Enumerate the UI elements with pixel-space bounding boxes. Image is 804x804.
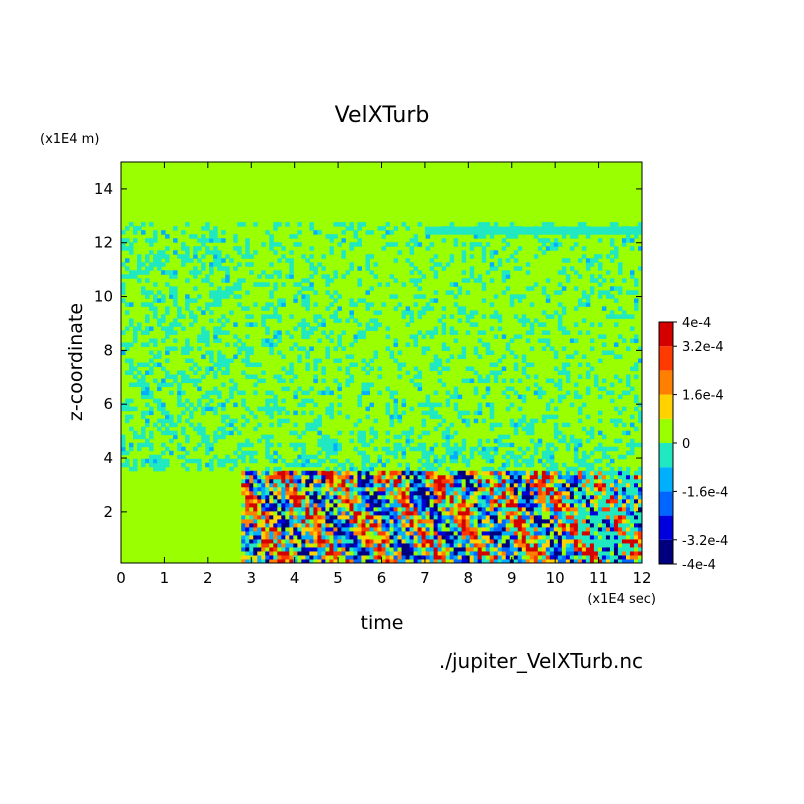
- y-tick-label: 8: [103, 341, 113, 359]
- x-tick-label: 3: [246, 569, 256, 587]
- colorbar-segment: [659, 322, 673, 347]
- x-tick-label: 8: [464, 569, 474, 587]
- y-tick-label: 14: [94, 180, 113, 198]
- y-tick-label: 10: [94, 288, 113, 306]
- colorbar-segment: [659, 418, 673, 443]
- x-tick-label: 5: [333, 569, 343, 587]
- x-tick-label: 11: [589, 569, 608, 587]
- colorbar-segment: [659, 394, 673, 419]
- y-axis-label: z-coordinate: [65, 303, 87, 421]
- x-axis-unit: (x1E4 sec): [587, 592, 656, 607]
- chart-title: VelXTurb: [335, 103, 430, 128]
- colorbar-segment: [659, 443, 673, 468]
- y-axis-unit: (x1E4 m): [40, 132, 99, 147]
- colorbar: 4e-4 3.2e-4 1.6e-4 0 -1.6e-4 -3.2e-4 -4e-4: [658, 316, 728, 573]
- x-tick-label: 6: [377, 569, 387, 587]
- x-tick-label: 9: [507, 569, 517, 587]
- colorbar-segment: [659, 467, 673, 492]
- colorbar-tick-label: -1.6e-4: [682, 485, 728, 500]
- y-tick-label: 2: [103, 503, 113, 521]
- colorbar-tick-label: 1.6e-4: [682, 389, 724, 404]
- y-tick-label: 6: [103, 395, 113, 413]
- colorbar-tick-label: -3.2e-4: [682, 534, 728, 549]
- colorbar-tick-label: 4e-4: [682, 316, 711, 331]
- colorbar-segment: [659, 515, 673, 540]
- source-filename: ./jupiter_VelXTurb.nc: [439, 649, 643, 673]
- y-tick-label: 4: [103, 449, 113, 467]
- x-axis-label: time: [361, 612, 404, 634]
- colorbar-tick-label: -4e-4: [682, 558, 716, 573]
- colorbar-segment: [659, 370, 673, 395]
- turbulence-field: [121, 222, 643, 564]
- colorbar-segment: [659, 491, 673, 516]
- colorbar-segment: [659, 539, 673, 564]
- x-tick-label: 12: [632, 569, 651, 587]
- colorbar-tick-label: 0: [682, 437, 690, 452]
- x-tick-label: 2: [203, 569, 213, 587]
- upper-band-streak: [424, 226, 642, 235]
- x-tick-label: 10: [546, 569, 565, 587]
- y-tick-label: 12: [94, 234, 113, 252]
- colorbar-tick-label: 3.2e-4: [682, 340, 724, 355]
- x-tick-label: 0: [116, 569, 126, 587]
- x-tick-label: 1: [160, 569, 170, 587]
- x-tick-label: 4: [290, 569, 300, 587]
- colorbar-segment: [659, 346, 673, 371]
- x-tick-label: 7: [420, 569, 430, 587]
